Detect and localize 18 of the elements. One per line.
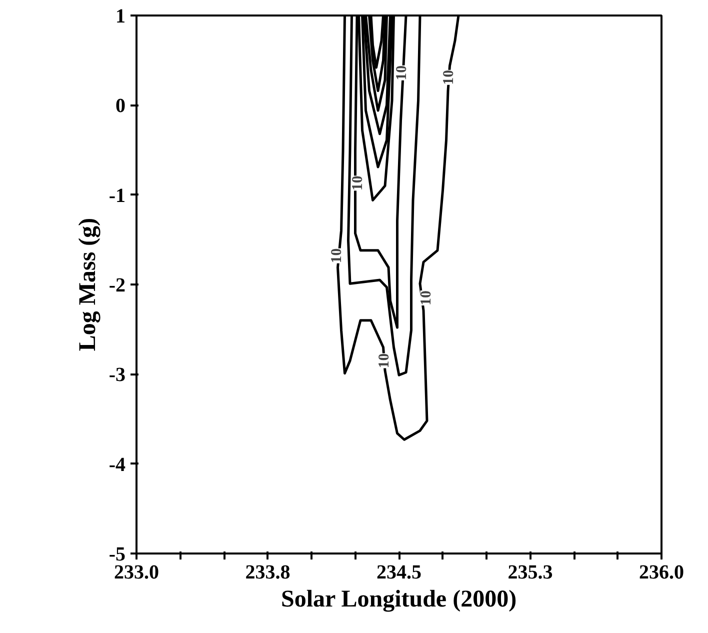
y-tick-label: -2 (108, 274, 126, 296)
annotation: 10 (441, 70, 457, 85)
y-tick-label: -1 (108, 184, 126, 207)
x-tick-label: 236.0 (639, 562, 684, 584)
y-axis-title: Log Mass (g) (74, 218, 101, 352)
x-tick-label: 233.8 (245, 562, 290, 584)
y-tick-label: -3 (108, 364, 126, 386)
x-tick-label: 235.3 (508, 562, 553, 584)
annotation: 10 (329, 248, 345, 264)
annotation: 10 (376, 353, 392, 368)
annotation: 10 (350, 176, 366, 191)
x-tick-label: 234.5 (376, 562, 422, 584)
annotation: 10 (394, 65, 410, 80)
y-tick-label: 1 (116, 6, 126, 28)
y-tick-label: 0 (116, 95, 126, 118)
y-tick-label: -4 (108, 454, 126, 476)
x-axis-title: Solar Longitude (2000) (280, 586, 517, 612)
annotation: 10 (418, 290, 434, 306)
